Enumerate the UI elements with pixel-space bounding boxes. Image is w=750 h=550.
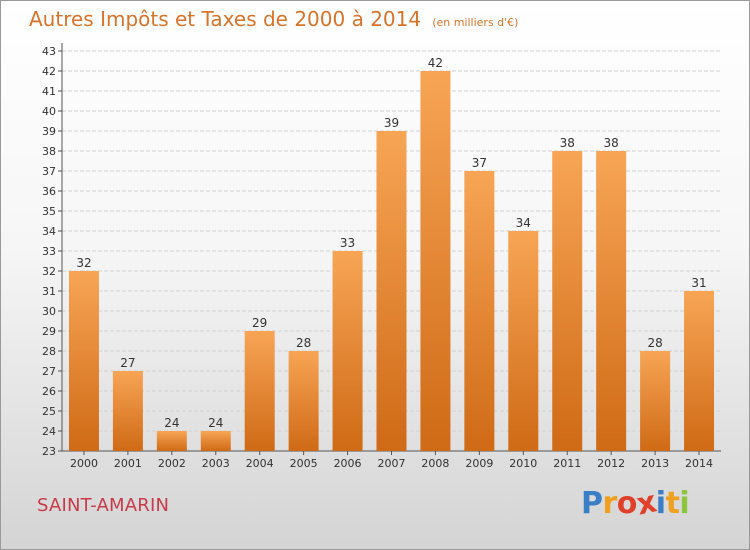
town-name: SAINT-AMARIN (37, 495, 170, 516)
y-tick-label: 43 (42, 45, 56, 58)
logo-letter: i (655, 486, 666, 521)
logo-letter: o (616, 486, 638, 521)
y-tick-label: 30 (42, 305, 56, 318)
x-tick-label: 2005 (290, 457, 318, 470)
bar (200, 431, 231, 451)
bar (156, 431, 187, 451)
x-tick-label: 2006 (334, 457, 362, 470)
bar (376, 131, 407, 451)
bar (420, 71, 451, 451)
proxiti-logo: Proxiti (581, 484, 690, 522)
y-tick-label: 25 (42, 405, 56, 418)
bar (244, 331, 275, 451)
x-tick-label: 2007 (378, 457, 406, 470)
x-tick-label: 2000 (70, 457, 98, 470)
logo-letter: r (602, 486, 618, 521)
data-label: 27 (120, 356, 135, 370)
title-row: Autres Impôts et Taxes de 2000 à 2014 (e… (29, 7, 518, 31)
bar (112, 371, 143, 451)
logo-letter: P (581, 486, 603, 521)
y-tick-label: 28 (42, 345, 56, 358)
y-tick-label: 36 (42, 185, 56, 198)
bar (464, 171, 495, 451)
x-tick-label: 2004 (246, 457, 274, 470)
data-label: 34 (516, 216, 531, 230)
y-tick-label: 41 (42, 85, 56, 98)
x-tick-label: 2003 (202, 457, 230, 470)
data-label: 33 (340, 236, 355, 250)
y-tick-label: 42 (42, 65, 56, 78)
bar (552, 151, 583, 451)
y-tick-label: 40 (42, 105, 56, 118)
logo-letter: t (665, 486, 680, 521)
y-tick-label: 23 (42, 445, 56, 458)
bar (288, 351, 319, 451)
x-tick-label: 2011 (553, 457, 581, 470)
y-tick-label: 32 (42, 265, 56, 278)
logo-letter: i (679, 486, 690, 521)
data-label: 28 (647, 336, 662, 350)
y-tick-label: 31 (42, 285, 56, 298)
data-label: 24 (208, 416, 223, 430)
data-label: 38 (604, 136, 619, 150)
data-label: 32 (76, 256, 91, 270)
x-tick-label: 2009 (465, 457, 493, 470)
x-tick-label: 2001 (114, 457, 142, 470)
y-tick-label: 24 (42, 425, 56, 438)
bar (332, 251, 363, 451)
y-tick-label: 35 (42, 205, 56, 218)
chart-title: Autres Impôts et Taxes de 2000 à 2014 (29, 7, 422, 31)
x-tick-label: 2012 (597, 457, 625, 470)
bar (640, 351, 671, 451)
data-label: 38 (560, 136, 575, 150)
data-label: 24 (164, 416, 179, 430)
data-label: 31 (691, 276, 706, 290)
chart-subtitle: (en milliers d'€) (432, 16, 519, 29)
y-tick-label: 26 (42, 385, 56, 398)
y-tick-label: 27 (42, 365, 56, 378)
y-tick-label: 37 (42, 165, 56, 178)
bar (596, 151, 627, 451)
y-tick-label: 39 (42, 125, 56, 138)
x-tick-label: 2014 (685, 457, 713, 470)
bar (508, 231, 539, 451)
bar (684, 291, 715, 451)
data-label: 42 (428, 56, 443, 70)
y-tick-label: 38 (42, 145, 56, 158)
x-tick-label: 2002 (158, 457, 186, 470)
x-tick-label: 2008 (421, 457, 449, 470)
data-label: 29 (252, 316, 267, 330)
data-label: 37 (472, 156, 487, 170)
y-tick-label: 29 (42, 325, 56, 338)
y-tick-label: 33 (42, 245, 56, 258)
bar (68, 271, 99, 451)
x-tick-label: 2010 (509, 457, 537, 470)
data-label: 28 (296, 336, 311, 350)
y-tick-label: 34 (42, 225, 56, 238)
data-label: 39 (384, 116, 399, 130)
x-tick-label: 2013 (641, 457, 669, 470)
